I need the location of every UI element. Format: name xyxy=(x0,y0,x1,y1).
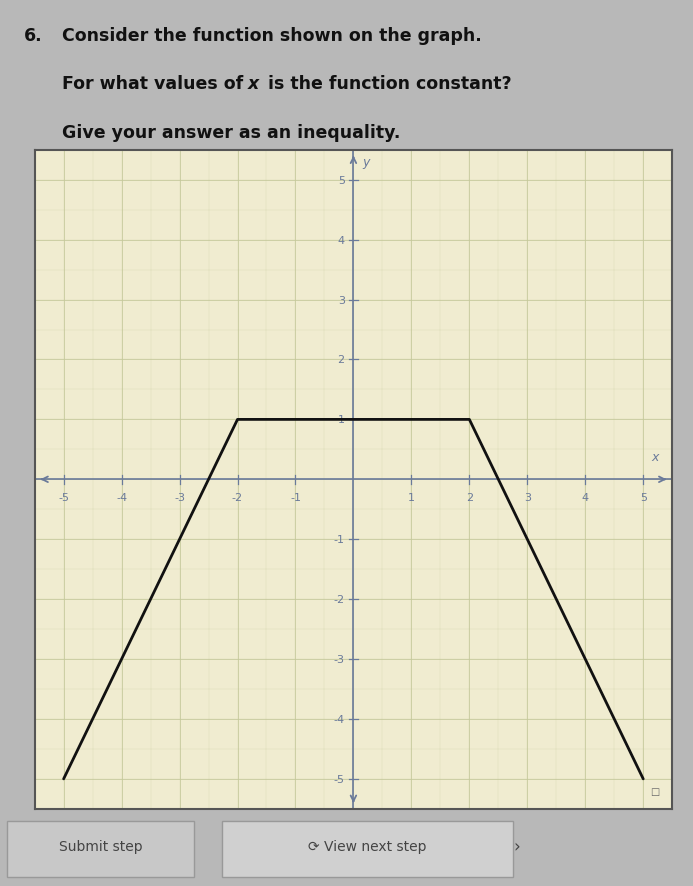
Text: is the function constant?: is the function constant? xyxy=(262,75,511,93)
FancyBboxPatch shape xyxy=(222,821,513,877)
Text: -3: -3 xyxy=(174,493,185,503)
Text: -2: -2 xyxy=(232,493,243,503)
Text: ›: › xyxy=(513,837,520,855)
Text: 3: 3 xyxy=(337,295,344,306)
Text: -5: -5 xyxy=(334,774,344,784)
Text: Submit step: Submit step xyxy=(59,839,142,853)
Text: Give your answer as an inequality.: Give your answer as an inequality. xyxy=(62,123,401,142)
Text: -1: -1 xyxy=(334,534,344,545)
Text: -4: -4 xyxy=(333,714,344,724)
Text: -4: -4 xyxy=(116,493,127,503)
FancyBboxPatch shape xyxy=(7,821,194,877)
Text: 6.: 6. xyxy=(24,27,43,45)
Text: -2: -2 xyxy=(333,595,344,604)
Text: ⟳ View next step: ⟳ View next step xyxy=(308,839,426,853)
Text: 4: 4 xyxy=(337,236,344,245)
Text: x: x xyxy=(651,450,658,463)
Text: x: x xyxy=(248,75,259,93)
Text: □: □ xyxy=(650,786,660,796)
Text: 2: 2 xyxy=(337,355,344,365)
Text: y: y xyxy=(362,156,369,169)
Text: 1: 1 xyxy=(337,415,344,425)
Text: 2: 2 xyxy=(466,493,473,503)
Text: -3: -3 xyxy=(334,654,344,664)
Text: For what values of: For what values of xyxy=(62,75,249,93)
Text: 1: 1 xyxy=(408,493,415,503)
Text: -5: -5 xyxy=(58,493,69,503)
Text: 5: 5 xyxy=(640,493,647,503)
Text: 4: 4 xyxy=(581,493,589,503)
Text: 5: 5 xyxy=(337,175,344,185)
Text: -1: -1 xyxy=(290,493,301,503)
Text: 3: 3 xyxy=(524,493,531,503)
Text: Consider the function shown on the graph.: Consider the function shown on the graph… xyxy=(62,27,482,45)
